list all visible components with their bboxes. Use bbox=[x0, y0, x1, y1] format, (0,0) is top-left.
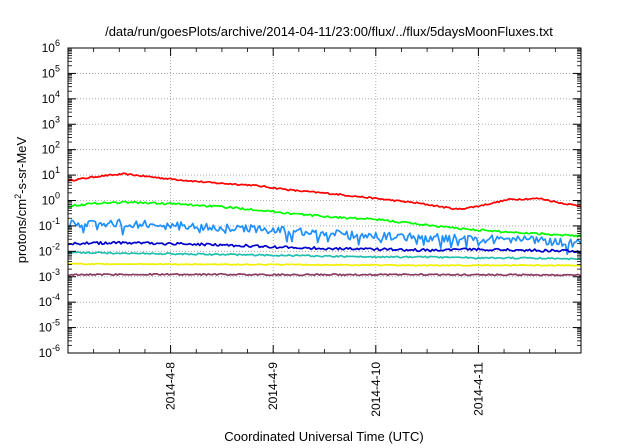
y-tick-label: 10-3 bbox=[39, 267, 60, 284]
y-tick-label: 104 bbox=[42, 89, 60, 106]
series-line-7 bbox=[67, 272, 582, 277]
x-axis-label: Coordinated Universal Time (UTC) bbox=[224, 429, 423, 444]
x-tick-label: 2014-4-11 bbox=[471, 362, 485, 416]
x-tick-label: 2014-4-8 bbox=[164, 362, 178, 410]
series-line-1 bbox=[67, 172, 582, 211]
y-tick-label: 105 bbox=[42, 63, 60, 80]
series-layer bbox=[67, 172, 582, 277]
y-tick-label: 101 bbox=[42, 165, 60, 182]
y-tick-label: 10-2 bbox=[39, 241, 60, 258]
series-line-6 bbox=[67, 262, 582, 267]
y-axis: 10-6 10-5 10-4 10-3 10-2 10-1 100 101 102 103 104 1… bbox=[39, 38, 581, 360]
y-axis-label: protons/cm2-s-sr-MeV bbox=[13, 136, 29, 263]
series-line-5 bbox=[67, 251, 582, 261]
x-tick-label: 2014-4-9 bbox=[266, 362, 280, 410]
y-tick-label: 103 bbox=[42, 114, 60, 131]
y-tick-label: 10-6 bbox=[39, 343, 60, 360]
x-tick-label: 2014-4-10 bbox=[369, 362, 383, 417]
series-line-3 bbox=[67, 218, 582, 256]
series-line-4 bbox=[67, 240, 581, 254]
y-tick-label: 10-4 bbox=[39, 292, 60, 309]
chart-title: /data/run/goesPlots/archive/2014-04-11/2… bbox=[105, 24, 553, 39]
y-tick-label: 100 bbox=[42, 191, 60, 208]
x-axis: 2014-4-8 2014-4-9 2014-4-10 2014-4-11 bbox=[93, 48, 556, 417]
series-line-2 bbox=[68, 200, 582, 238]
y-tick-label: 10-1 bbox=[39, 216, 60, 233]
y-tick-label: 106 bbox=[42, 38, 60, 55]
y-tick-label: 10-5 bbox=[39, 318, 60, 335]
y-tick-label: 102 bbox=[42, 140, 60, 157]
